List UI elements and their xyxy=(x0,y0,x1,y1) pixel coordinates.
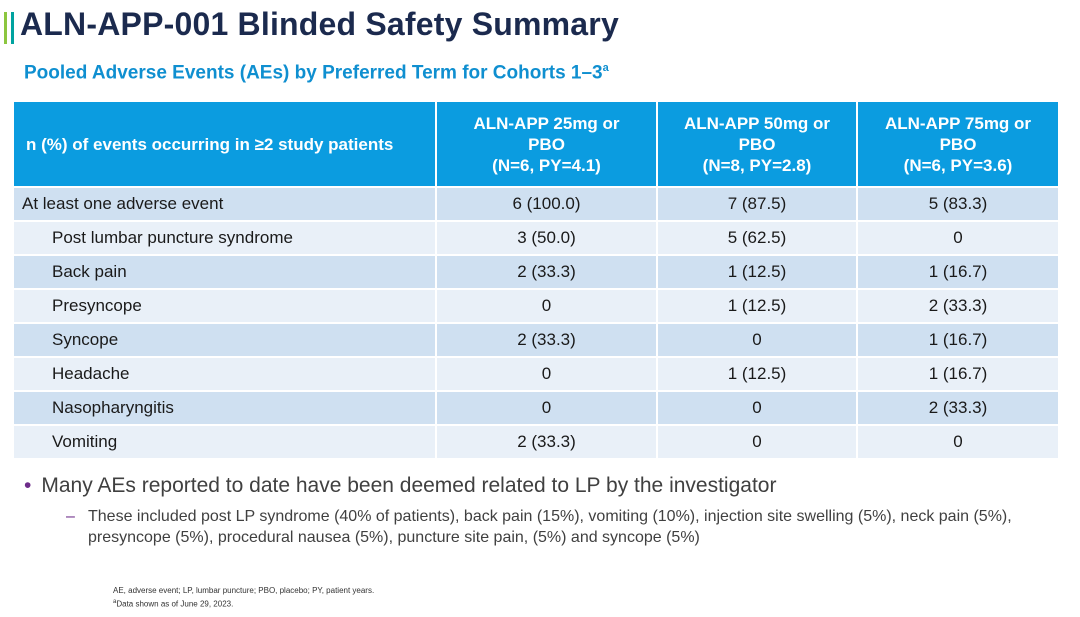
cell-value: 3 (50.0) xyxy=(436,220,658,255)
cell-value: 1 (12.5) xyxy=(657,356,858,391)
cell-value: 0 xyxy=(657,322,858,357)
cell-value: 0 xyxy=(657,424,858,458)
cell-value: 0 xyxy=(436,288,658,323)
footnote-data-cutoff: aData shown as of June 29, 2023. xyxy=(113,599,233,609)
table-row: Headache 0 1 (12.5) 1 (16.7) xyxy=(14,356,1058,391)
header-cell-75mg: ALN-APP 75mg or PBO (N=6, PY=3.6) xyxy=(857,102,1058,187)
cell-value: 2 (33.3) xyxy=(436,424,658,458)
cell-value: 1 (16.7) xyxy=(857,356,1058,391)
row-label: Headache xyxy=(14,356,437,391)
table-row: Back pain 2 (33.3) 1 (12.5) 1 (16.7) xyxy=(14,254,1058,289)
cell-value: 1 (12.5) xyxy=(657,288,858,323)
row-label: At least one adverse event xyxy=(14,186,437,221)
cell-value: 1 (16.7) xyxy=(857,322,1058,357)
bullet-dot-icon: • xyxy=(24,474,32,497)
row-label: Back pain xyxy=(14,254,437,289)
table-row: Nasopharyngitis 0 0 2 (33.3) xyxy=(14,390,1058,425)
table-row: Syncope 2 (33.3) 0 1 (16.7) xyxy=(14,322,1058,357)
header-line: PBO xyxy=(528,134,565,154)
table-row: At least one adverse event 6 (100.0) 7 (… xyxy=(14,186,1058,221)
bullet-main: • Many AEs reported to date have been dee… xyxy=(24,474,776,498)
cell-value: 2 (33.3) xyxy=(436,254,658,289)
header-cell-metric: n (%) of events occurring in ≥2 study pa… xyxy=(14,102,437,187)
row-label: Vomiting xyxy=(14,424,437,458)
page-title: ALN-APP-001 Blinded Safety Summary xyxy=(20,6,619,42)
accent-bar-teal xyxy=(11,12,14,44)
header-line: PBO xyxy=(939,134,977,154)
bullet-main-text: Many AEs reported to date have been deem… xyxy=(41,474,777,497)
cell-value: 0 xyxy=(657,390,858,425)
row-label: Syncope xyxy=(14,322,437,357)
accent-bar-green xyxy=(4,12,7,44)
dash-icon: – xyxy=(66,508,75,525)
table-row: Vomiting 2 (33.3) 0 0 xyxy=(14,424,1058,458)
cell-value: 1 (12.5) xyxy=(657,254,858,289)
row-label: Presyncope xyxy=(14,288,437,323)
footnote-text: Data shown as of June 29, 2023. xyxy=(116,599,234,609)
cell-value: 6 (100.0) xyxy=(436,186,658,221)
header-line: PBO xyxy=(738,134,776,154)
footnote-marker: a xyxy=(113,599,117,605)
header-line: ALN-APP 75mg or xyxy=(884,113,1032,133)
table-row: Post lumbar puncture syndrome 3 (50.0) 5… xyxy=(14,220,1058,255)
subtitle-text: Pooled Adverse Events (AEs) by Preferred… xyxy=(24,62,603,84)
row-label: Post lumbar puncture syndrome xyxy=(14,220,437,255)
cell-value: 5 (62.5) xyxy=(657,220,858,255)
table-row: Presyncope 0 1 (12.5) 2 (33.3) xyxy=(14,288,1058,323)
cell-value: 5 (83.3) xyxy=(857,186,1058,221)
cell-value: 0 xyxy=(857,220,1058,255)
cell-value: 2 (33.3) xyxy=(857,390,1058,425)
cell-value: 2 (33.3) xyxy=(857,288,1058,323)
header-cell-25mg: ALN-APP 25mg or PBO (N=6, PY=4.1) xyxy=(436,102,658,187)
page-subtitle: Pooled Adverse Events (AEs) by Preferred… xyxy=(24,62,609,84)
cell-value: 0 xyxy=(436,356,658,391)
header-cell-50mg: ALN-APP 50mg or PBO (N=8, PY=2.8) xyxy=(657,102,858,187)
header-line: (N=8, PY=2.8) xyxy=(702,155,812,175)
header-line: (N=6, PY=4.1) xyxy=(492,155,601,175)
cell-value: 0 xyxy=(857,424,1058,458)
cell-value: 1 (16.7) xyxy=(857,254,1058,289)
header-line: ALN-APP 50mg or xyxy=(683,113,831,133)
bullet-sub: – These included post LP syndrome (40% of… xyxy=(66,506,1056,548)
cell-value: 7 (87.5) xyxy=(657,186,858,221)
adverse-events-table: n (%) of events occurring in ≥2 study pa… xyxy=(14,102,1058,458)
footnote-abbreviations: AE, adverse event; LP, lumbar puncture; … xyxy=(113,586,375,595)
cell-value: 0 xyxy=(436,390,658,425)
subtitle-footnote-marker: a xyxy=(602,62,609,74)
row-label: Nasopharyngitis xyxy=(14,390,437,425)
header-line: ALN-APP 25mg or xyxy=(473,113,620,133)
bullet-sub-text: These included post LP syndrome (40% of … xyxy=(88,508,1012,546)
table-header-row: n (%) of events occurring in ≥2 study pa… xyxy=(14,102,1058,187)
cell-value: 2 (33.3) xyxy=(436,322,658,357)
header-line: (N=6, PY=3.6) xyxy=(903,155,1013,175)
